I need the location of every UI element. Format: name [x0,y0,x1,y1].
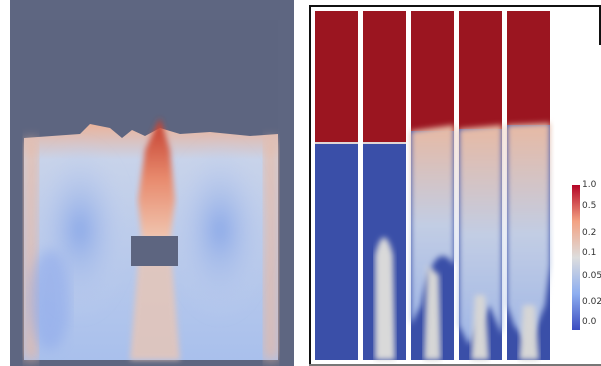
columns-graphic [315,11,550,360]
colorbar-tick-label: 0.1 [582,248,597,258]
left-simulation-panel [10,0,294,366]
column-3 [411,11,454,360]
left-field-graphic [20,20,278,360]
colorbar-tick-label: 0.0 [582,317,597,327]
frame-top-border [309,5,601,7]
colorbar-tick-label: 0.05 [582,271,601,281]
column-4 [459,11,502,360]
frame-bottom-border [309,364,601,366]
colorbar-tick-label: 0.02 [582,297,601,307]
obstacle-block [131,236,178,266]
frame-right-border [599,5,601,45]
right-columns-panel [309,5,601,366]
colorbar-tick-label: 1.0 [582,180,597,190]
column-2 [363,11,406,360]
colorbar-tick-label: 0.5 [582,201,597,211]
colorbar [572,185,580,330]
frame-left-border [309,5,311,366]
column-5 [507,11,550,360]
colorbar-tick-label: 0.2 [582,228,597,238]
column-1 [315,11,358,360]
